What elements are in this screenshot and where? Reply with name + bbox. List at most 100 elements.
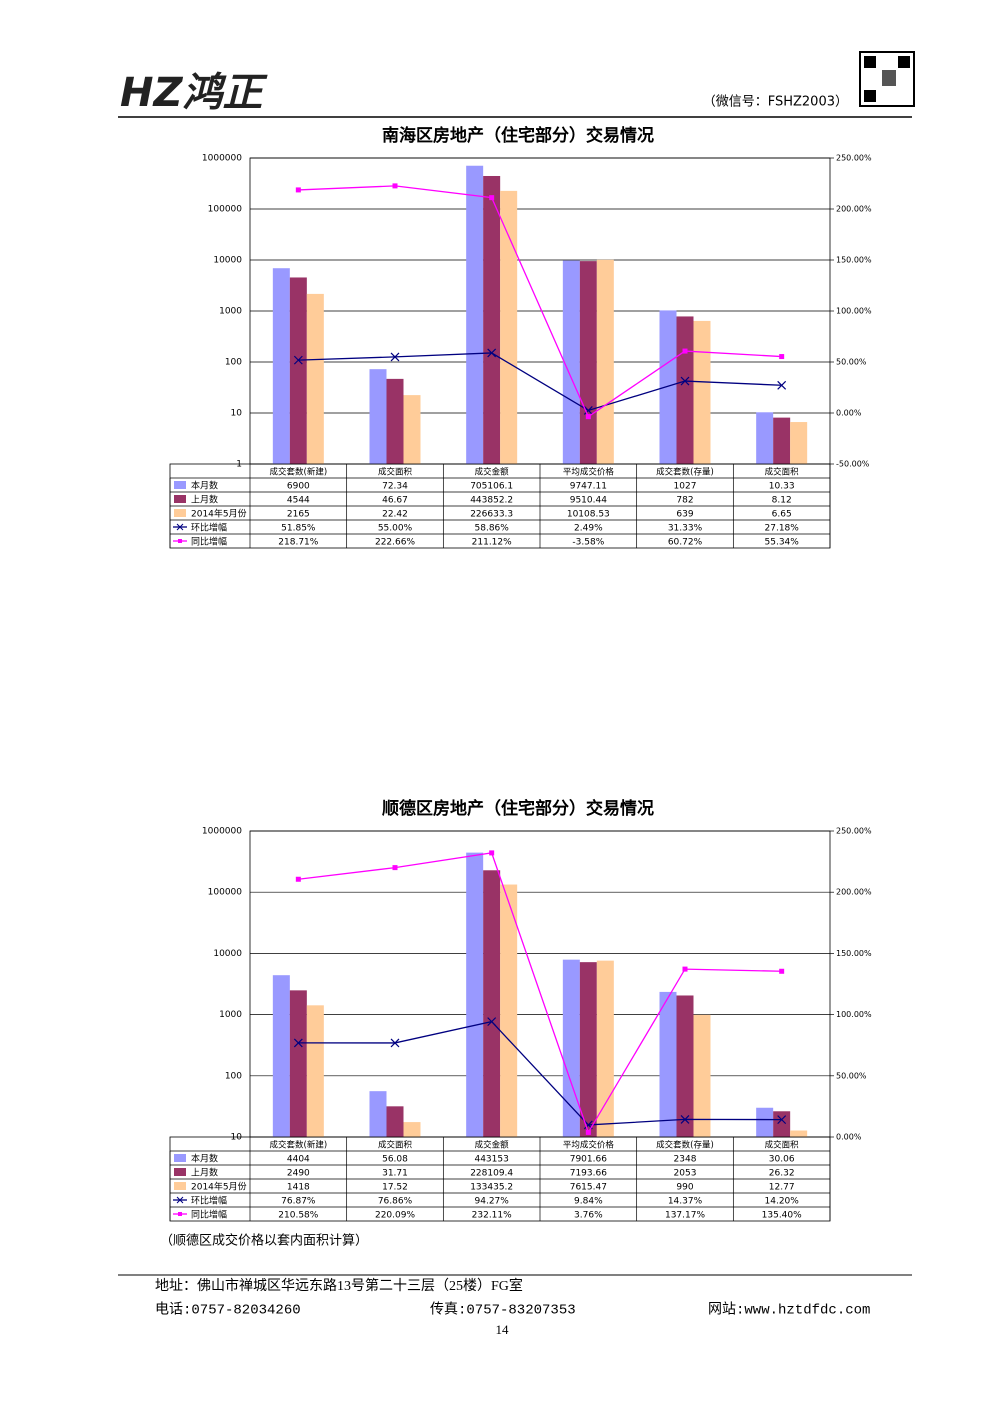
bar <box>579 962 597 1137</box>
table-cell: 222.66% <box>375 538 415 548</box>
table-cell: 27.18% <box>765 524 800 534</box>
bar <box>403 395 421 464</box>
x-tick-label: 平均成交价格 <box>563 1140 615 1151</box>
table-cell: 6900 <box>287 482 310 492</box>
table-cell: 7193.66 <box>570 1169 607 1179</box>
table-cell: 3.76% <box>574 1211 603 1221</box>
x-tick-label: 成交面积 <box>378 467 413 478</box>
y-tick-label: 10000 <box>213 949 242 959</box>
y-tick-label: 100 <box>225 358 242 368</box>
website: 网站:www.hztdfdc.com <box>708 1302 870 1319</box>
bar <box>483 870 501 1137</box>
table-cell: 51.85% <box>281 524 316 534</box>
y-tick-label: 1000 <box>219 1010 242 1020</box>
y-tick-label: 10000 <box>213 256 242 266</box>
table-cell: 218.71% <box>278 538 318 548</box>
table-cell: 22.42 <box>382 510 408 520</box>
x-tick-label: 成交面积 <box>378 1140 413 1151</box>
y2-tick-label: 100.00% <box>836 307 872 316</box>
table-cell: 211.12% <box>472 538 512 548</box>
x-tick-label: 成交面积 <box>765 1140 800 1151</box>
table-cell: 76.87% <box>281 1197 316 1207</box>
table-cell: 94.27% <box>475 1197 510 1207</box>
marker <box>295 187 301 193</box>
table-cell: 2490 <box>287 1169 310 1179</box>
legend-key <box>174 509 186 517</box>
bar <box>562 959 580 1137</box>
table-cell: 210.58% <box>278 1211 318 1221</box>
marker <box>390 1038 400 1048</box>
line <box>298 185 782 418</box>
legend-label: 环比增幅 <box>191 522 227 534</box>
table-cell: 226633.3 <box>470 510 513 520</box>
bar <box>579 261 597 464</box>
marker <box>682 966 688 972</box>
bar <box>790 1130 808 1137</box>
legend-key <box>178 1212 182 1216</box>
chart-title: 南海区房地产（住宅部分）交易情况 <box>382 125 654 146</box>
bar <box>369 1091 387 1137</box>
marker <box>295 876 301 882</box>
legend-key <box>176 1196 184 1204</box>
bar <box>386 378 404 464</box>
table-cell: 232.11% <box>472 1211 512 1221</box>
y-tick-label: 10 <box>231 1133 243 1143</box>
legend-label: 本月数 <box>191 480 218 492</box>
table-cell: 228109.4 <box>470 1169 513 1179</box>
legend-label: 2014年5月份 <box>191 1181 247 1193</box>
y-tick-label: 1000000 <box>202 827 242 837</box>
legend-label: 本月数 <box>191 1153 218 1165</box>
legend-label: 2014年5月份 <box>191 508 247 520</box>
phone: 电话:0757-82034260 <box>155 1302 301 1319</box>
table-cell: 31.33% <box>668 524 703 534</box>
x-tick-label: 成交金额 <box>475 467 510 478</box>
y2-tick-label: 100.00% <box>836 1010 872 1019</box>
plot-area <box>249 830 831 1138</box>
table-cell: 1027 <box>674 482 697 492</box>
table-cell: 1418 <box>287 1183 310 1193</box>
bar <box>659 991 677 1137</box>
bar <box>790 422 808 464</box>
marker <box>392 183 398 189</box>
bar <box>773 1111 791 1137</box>
marker <box>583 406 593 415</box>
table-cell: 60.72% <box>668 538 703 548</box>
bar <box>562 260 580 464</box>
table-cell: 46.67 <box>382 496 408 506</box>
x-tick-label: 成交金额 <box>475 1140 510 1151</box>
y2-tick-label: 150.00% <box>836 949 872 958</box>
table-cell: 10108.53 <box>567 510 610 520</box>
legend-label: 上月数 <box>191 1167 218 1179</box>
bar <box>693 320 711 464</box>
bar <box>272 975 290 1137</box>
table-cell: 17.52 <box>382 1183 408 1193</box>
table-cell: 56.08 <box>382 1155 408 1165</box>
legend-key <box>174 481 186 489</box>
table-cell: 55.00% <box>378 524 413 534</box>
y-tick-label: 1000000 <box>202 154 242 164</box>
y-tick-label: 10 <box>231 409 243 419</box>
table-cell: 443153 <box>474 1155 508 1165</box>
table-cell: 2348 <box>674 1155 697 1165</box>
legend-key <box>178 539 182 543</box>
table-cell: 705106.1 <box>470 482 513 492</box>
bar <box>386 1106 404 1137</box>
table-cell: 31.71 <box>382 1169 408 1179</box>
qr-code <box>859 51 915 107</box>
x-tick-label: 成交套数(新建) <box>270 1140 328 1151</box>
table-cell: 443852.2 <box>470 496 513 506</box>
x-tick-label: 平均成交价格 <box>563 467 615 478</box>
table-cell: 9747.11 <box>570 482 607 492</box>
line <box>298 852 782 1134</box>
bar <box>693 1014 711 1137</box>
fax: 传真:0757-83207353 <box>430 1302 576 1319</box>
y2-tick-label: 150.00% <box>836 256 872 265</box>
bar <box>596 960 614 1137</box>
table-cell: 782 <box>676 496 693 506</box>
y2-tick-label: -50.00% <box>836 460 870 469</box>
table-cell: 990 <box>676 1183 693 1193</box>
bar <box>306 293 324 464</box>
x-tick-label: 成交面积 <box>765 467 800 478</box>
table-cell: 9.84% <box>574 1197 603 1207</box>
